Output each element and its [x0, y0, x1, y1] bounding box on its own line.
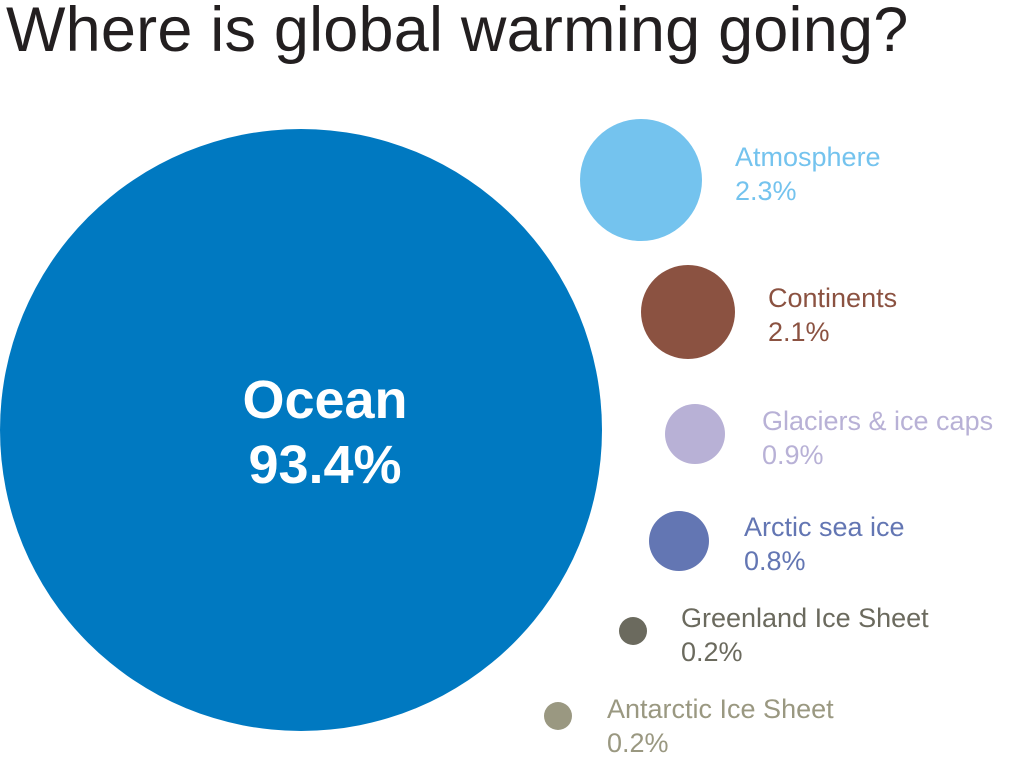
label-continents: Continents: [768, 283, 897, 313]
bubble-arctic-sea-ice: [649, 511, 709, 571]
label-greenland-ice-sheet: Greenland Ice Sheet: [681, 603, 929, 633]
label-glaciers-and-ice-caps: Glaciers & ice caps: [762, 406, 993, 436]
label-antarctic-ice-sheet: Antarctic Ice Sheet: [607, 694, 834, 724]
bubble-glaciers-and-ice-caps: [665, 404, 725, 464]
value-label-ocean: 93.4%: [248, 435, 401, 495]
value-label-continents: 2.1%: [768, 317, 830, 347]
bubble-greenland-ice-sheet: [619, 617, 647, 645]
label-atmosphere: Atmosphere: [735, 142, 881, 172]
bubble-antarctic-ice-sheet: [544, 702, 572, 730]
bubble-atmosphere: [580, 119, 702, 241]
bubble-continents: [641, 265, 735, 359]
value-label-arctic-sea-ice: 0.8%: [744, 546, 806, 576]
value-label-antarctic-ice-sheet: 0.2%: [607, 728, 669, 758]
chart-title: Where is global warming going?: [6, 0, 909, 65]
bubble-ocean: [0, 129, 602, 731]
value-label-glaciers-and-ice-caps: 0.9%: [762, 440, 824, 470]
label-ocean: Ocean: [242, 370, 407, 430]
label-arctic-sea-ice: Arctic sea ice: [744, 512, 905, 542]
value-label-atmosphere: 2.3%: [735, 176, 797, 206]
value-label-greenland-ice-sheet: 0.2%: [681, 637, 743, 667]
